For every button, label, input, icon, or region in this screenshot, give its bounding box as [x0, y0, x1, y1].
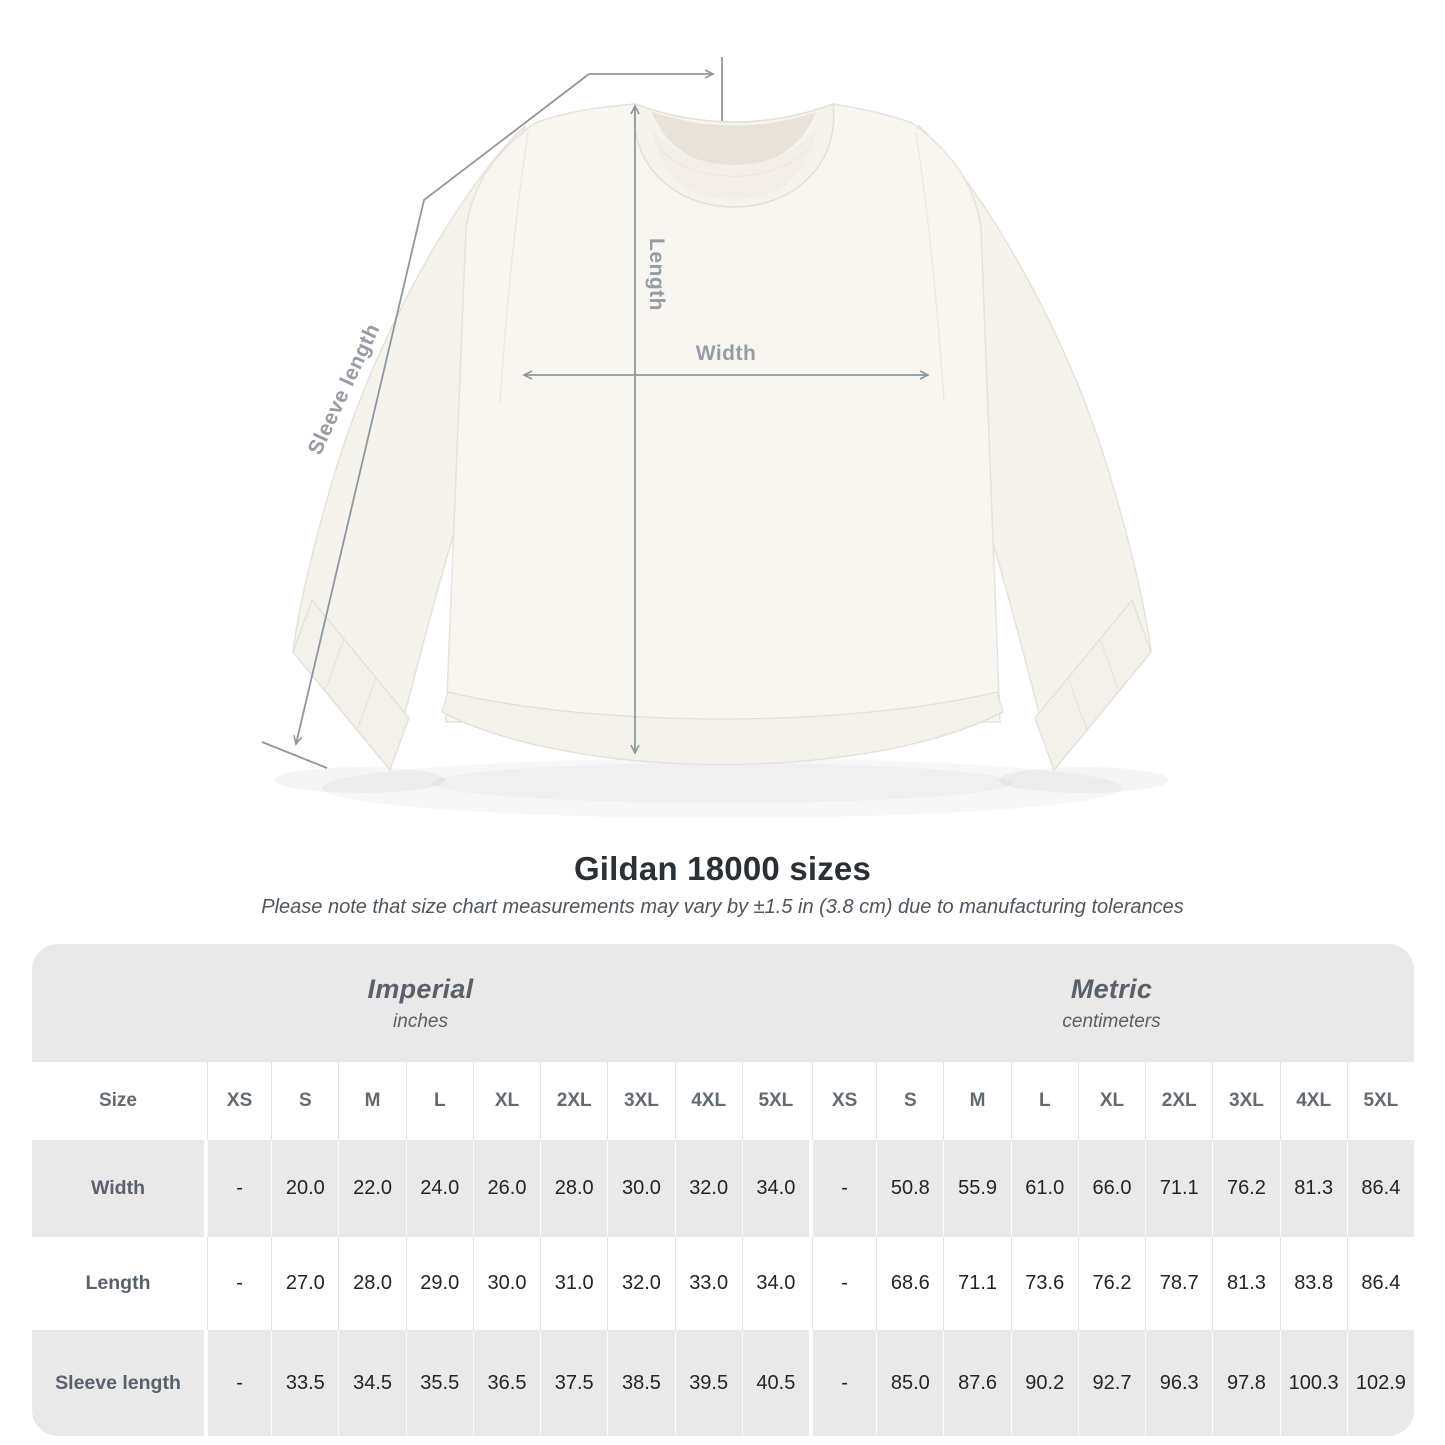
width-imperial-value: 28.0 — [540, 1140, 608, 1237]
width-imperial-value: 30.0 — [607, 1140, 675, 1237]
length-metric-value: 86.4 — [1346, 1237, 1414, 1330]
width-imperial-value: 26.0 — [472, 1140, 541, 1237]
metric-size-header: M — [943, 1062, 1011, 1140]
garment-shadow — [275, 758, 1169, 818]
imperial-size-header: 4XL — [674, 1062, 742, 1140]
metric-size-header: XS — [811, 1062, 877, 1140]
sleeve-metric-value: 92.7 — [1077, 1330, 1146, 1436]
sleeve-imperial-value: 34.5 — [338, 1330, 406, 1436]
row-label-width: Width — [32, 1140, 204, 1237]
sleeve-imperial-value: 37.5 — [540, 1330, 608, 1436]
length-imperial-value: 28.0 — [338, 1237, 406, 1330]
right-armhole-seam — [915, 131, 945, 403]
right-cuff — [1034, 598, 1152, 772]
unit-band: Imperial inches Metric centimeters — [32, 944, 1414, 1062]
sleeve-imperial-value: 38.5 — [607, 1330, 675, 1436]
length-imperial-value: 33.0 — [674, 1237, 742, 1330]
metric-size-header: L — [1010, 1062, 1078, 1140]
width-metric-value: 50.8 — [876, 1140, 944, 1237]
width-metric-value: 81.3 — [1279, 1140, 1347, 1237]
imperial-size-header: 3XL — [607, 1062, 675, 1140]
width-metric-value: 86.4 — [1346, 1140, 1414, 1237]
sleeve-length-arrow — [293, 73, 590, 746]
length-imperial-value: 27.0 — [271, 1237, 339, 1330]
imperial-size-header: XL — [472, 1062, 541, 1140]
width-imperial-value: 24.0 — [405, 1140, 473, 1237]
imperial-size-header: M — [338, 1062, 406, 1140]
metric-size-header: 4XL — [1279, 1062, 1347, 1140]
width-metric-value: 61.0 — [1010, 1140, 1078, 1237]
length-imperial-value: 34.0 — [741, 1237, 809, 1330]
imperial-size-header: L — [405, 1062, 473, 1140]
sleeve-imperial-value: 33.5 — [271, 1330, 339, 1436]
sleeve-length-end-tick — [261, 741, 328, 769]
sleeve-metric-value: - — [811, 1330, 877, 1436]
row-label-sleeve-length: Sleeve length — [32, 1330, 204, 1436]
width-imperial-value: - — [207, 1140, 272, 1237]
imperial-size-header: 5XL — [741, 1062, 809, 1140]
sleeve-metric-value: 102.9 — [1346, 1330, 1414, 1436]
length-metric-value: 73.6 — [1010, 1237, 1078, 1330]
size-column-header: Size — [32, 1062, 204, 1140]
sleeve-metric-value: 97.8 — [1212, 1330, 1280, 1436]
width-metric-value: 66.0 — [1077, 1140, 1146, 1237]
product-diagram: Width Length Sleeve length — [261, 57, 1169, 818]
sleeve-imperial-value: 35.5 — [405, 1330, 473, 1436]
length-imperial-value: 29.0 — [405, 1237, 473, 1330]
imperial-title: Imperial — [367, 973, 474, 1004]
length-label: Length — [645, 238, 668, 311]
length-metric-value: - — [811, 1237, 877, 1330]
left-cuff — [292, 598, 410, 772]
sleeve-imperial-value: 40.5 — [741, 1330, 809, 1436]
width-metric-value: 76.2 — [1212, 1140, 1280, 1237]
metric-size-header: 5XL — [1346, 1062, 1414, 1140]
sleeve-metric-value: 96.3 — [1145, 1330, 1213, 1436]
sleeve-imperial-value: - — [207, 1330, 272, 1436]
width-label: Width — [696, 342, 757, 365]
sleeve-metric-value: 87.6 — [943, 1330, 1011, 1436]
metric-size-header: XL — [1077, 1062, 1146, 1140]
metric-size-header: 3XL — [1212, 1062, 1280, 1140]
length-imperial-value: 31.0 — [540, 1237, 608, 1330]
size-table: Imperial inches Metric centimeters Size … — [32, 944, 1414, 1436]
width-imperial-value: 34.0 — [741, 1140, 809, 1237]
metric-size-header: 2XL — [1145, 1062, 1213, 1140]
length-imperial-value: - — [207, 1237, 272, 1330]
metric-title: Metric — [1070, 973, 1153, 1004]
imperial-size-header: XS — [207, 1062, 272, 1140]
sleeve-imperial-value: 39.5 — [674, 1330, 742, 1436]
imperial-section-header: Imperial inches — [32, 944, 809, 1062]
width-imperial-value: 22.0 — [338, 1140, 406, 1237]
imperial-unit: inches — [393, 1010, 448, 1032]
metric-section-header: Metric centimeters — [809, 944, 1414, 1062]
metric-unit: centimeters — [1062, 1010, 1161, 1032]
length-metric-value: 76.2 — [1077, 1237, 1146, 1330]
width-metric-value: - — [811, 1140, 877, 1237]
sleeve-metric-value: 90.2 — [1010, 1330, 1078, 1436]
tolerance-note: Please note that size chart measurements… — [261, 896, 1184, 918]
width-imperial-value: 32.0 — [674, 1140, 742, 1237]
length-imperial-value: 30.0 — [472, 1237, 541, 1330]
imperial-size-header: 2XL — [540, 1062, 608, 1140]
length-imperial-value: 32.0 — [607, 1237, 675, 1330]
row-label-length: Length — [32, 1237, 204, 1330]
width-imperial-value: 20.0 — [271, 1140, 339, 1237]
length-metric-value: 81.3 — [1212, 1237, 1280, 1330]
width-metric-value: 55.9 — [943, 1140, 1011, 1237]
length-metric-value: 68.6 — [876, 1237, 944, 1330]
sleeve-metric-value: 100.3 — [1279, 1330, 1347, 1436]
collar — [633, 102, 835, 208]
metric-size-header: S — [876, 1062, 944, 1140]
hem-band — [441, 691, 1004, 766]
page-title: Gildan 18000 sizes — [573, 850, 872, 887]
imperial-size-header: S — [271, 1062, 339, 1140]
length-metric-value: 83.8 — [1279, 1237, 1347, 1330]
width-metric-value: 71.1 — [1145, 1140, 1213, 1237]
length-metric-value: 71.1 — [943, 1237, 1011, 1330]
left-armhole-seam — [499, 131, 529, 403]
length-metric-value: 78.7 — [1145, 1237, 1213, 1330]
sleeve-metric-value: 85.0 — [876, 1330, 944, 1436]
sleeve-imperial-value: 36.5 — [472, 1330, 541, 1436]
